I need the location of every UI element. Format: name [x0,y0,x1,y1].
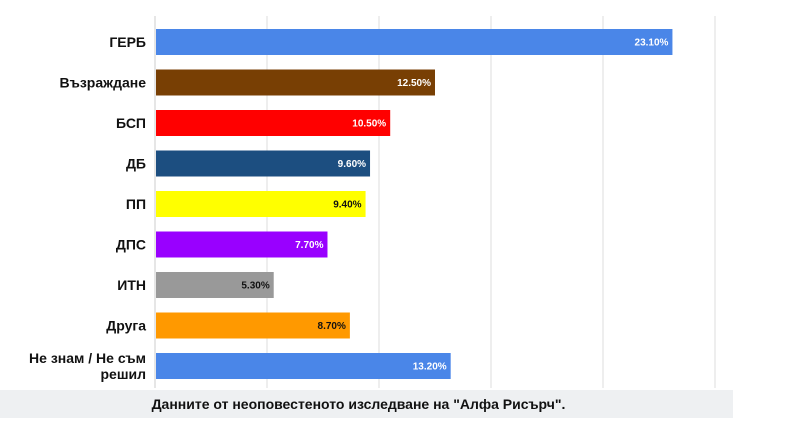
data-label: 8.70% [318,321,346,332]
category-label: ПП [126,196,146,212]
category-label: Не знам / Не съм [29,350,146,366]
data-label: 5.30% [241,281,269,292]
data-label: 13.20% [413,362,447,373]
bar [156,191,366,217]
bar-chart: 23.10% ГЕРБ 12.50% Възраждане 10.50% БСП 9.60%… [29,16,716,388]
caption-bar: Данните от неоповестеното изследване на … [0,390,733,418]
category-label: Възраждане [60,75,147,91]
data-label: 9.60% [338,159,366,170]
chart-caption: Данните от неоповестеното изследване на … [151,396,566,412]
category-label: ДБ [126,156,146,172]
data-label: 12.50% [397,78,431,89]
bar [156,29,673,55]
category-label: БСП [116,115,146,131]
data-label: 9.40% [333,200,361,211]
category-label: решил [100,366,146,382]
bar [156,231,328,258]
category-label: Друга [106,318,146,334]
category-label: ГЕРБ [109,34,146,50]
category-label: ИТН [117,277,146,293]
bar [156,150,371,177]
category-label: ДПС [116,237,146,253]
data-label: 23.10% [635,38,669,49]
bar [156,272,274,298]
data-label: 10.50% [352,119,386,130]
bar [156,353,451,379]
chart-svg: 23.10% ГЕРБ 12.50% Възраждане 10.50% БСП 9.60%… [29,16,716,388]
data-label: 7.70% [295,240,323,251]
bar [156,69,435,96]
bar [156,110,391,136]
bar [156,312,350,339]
